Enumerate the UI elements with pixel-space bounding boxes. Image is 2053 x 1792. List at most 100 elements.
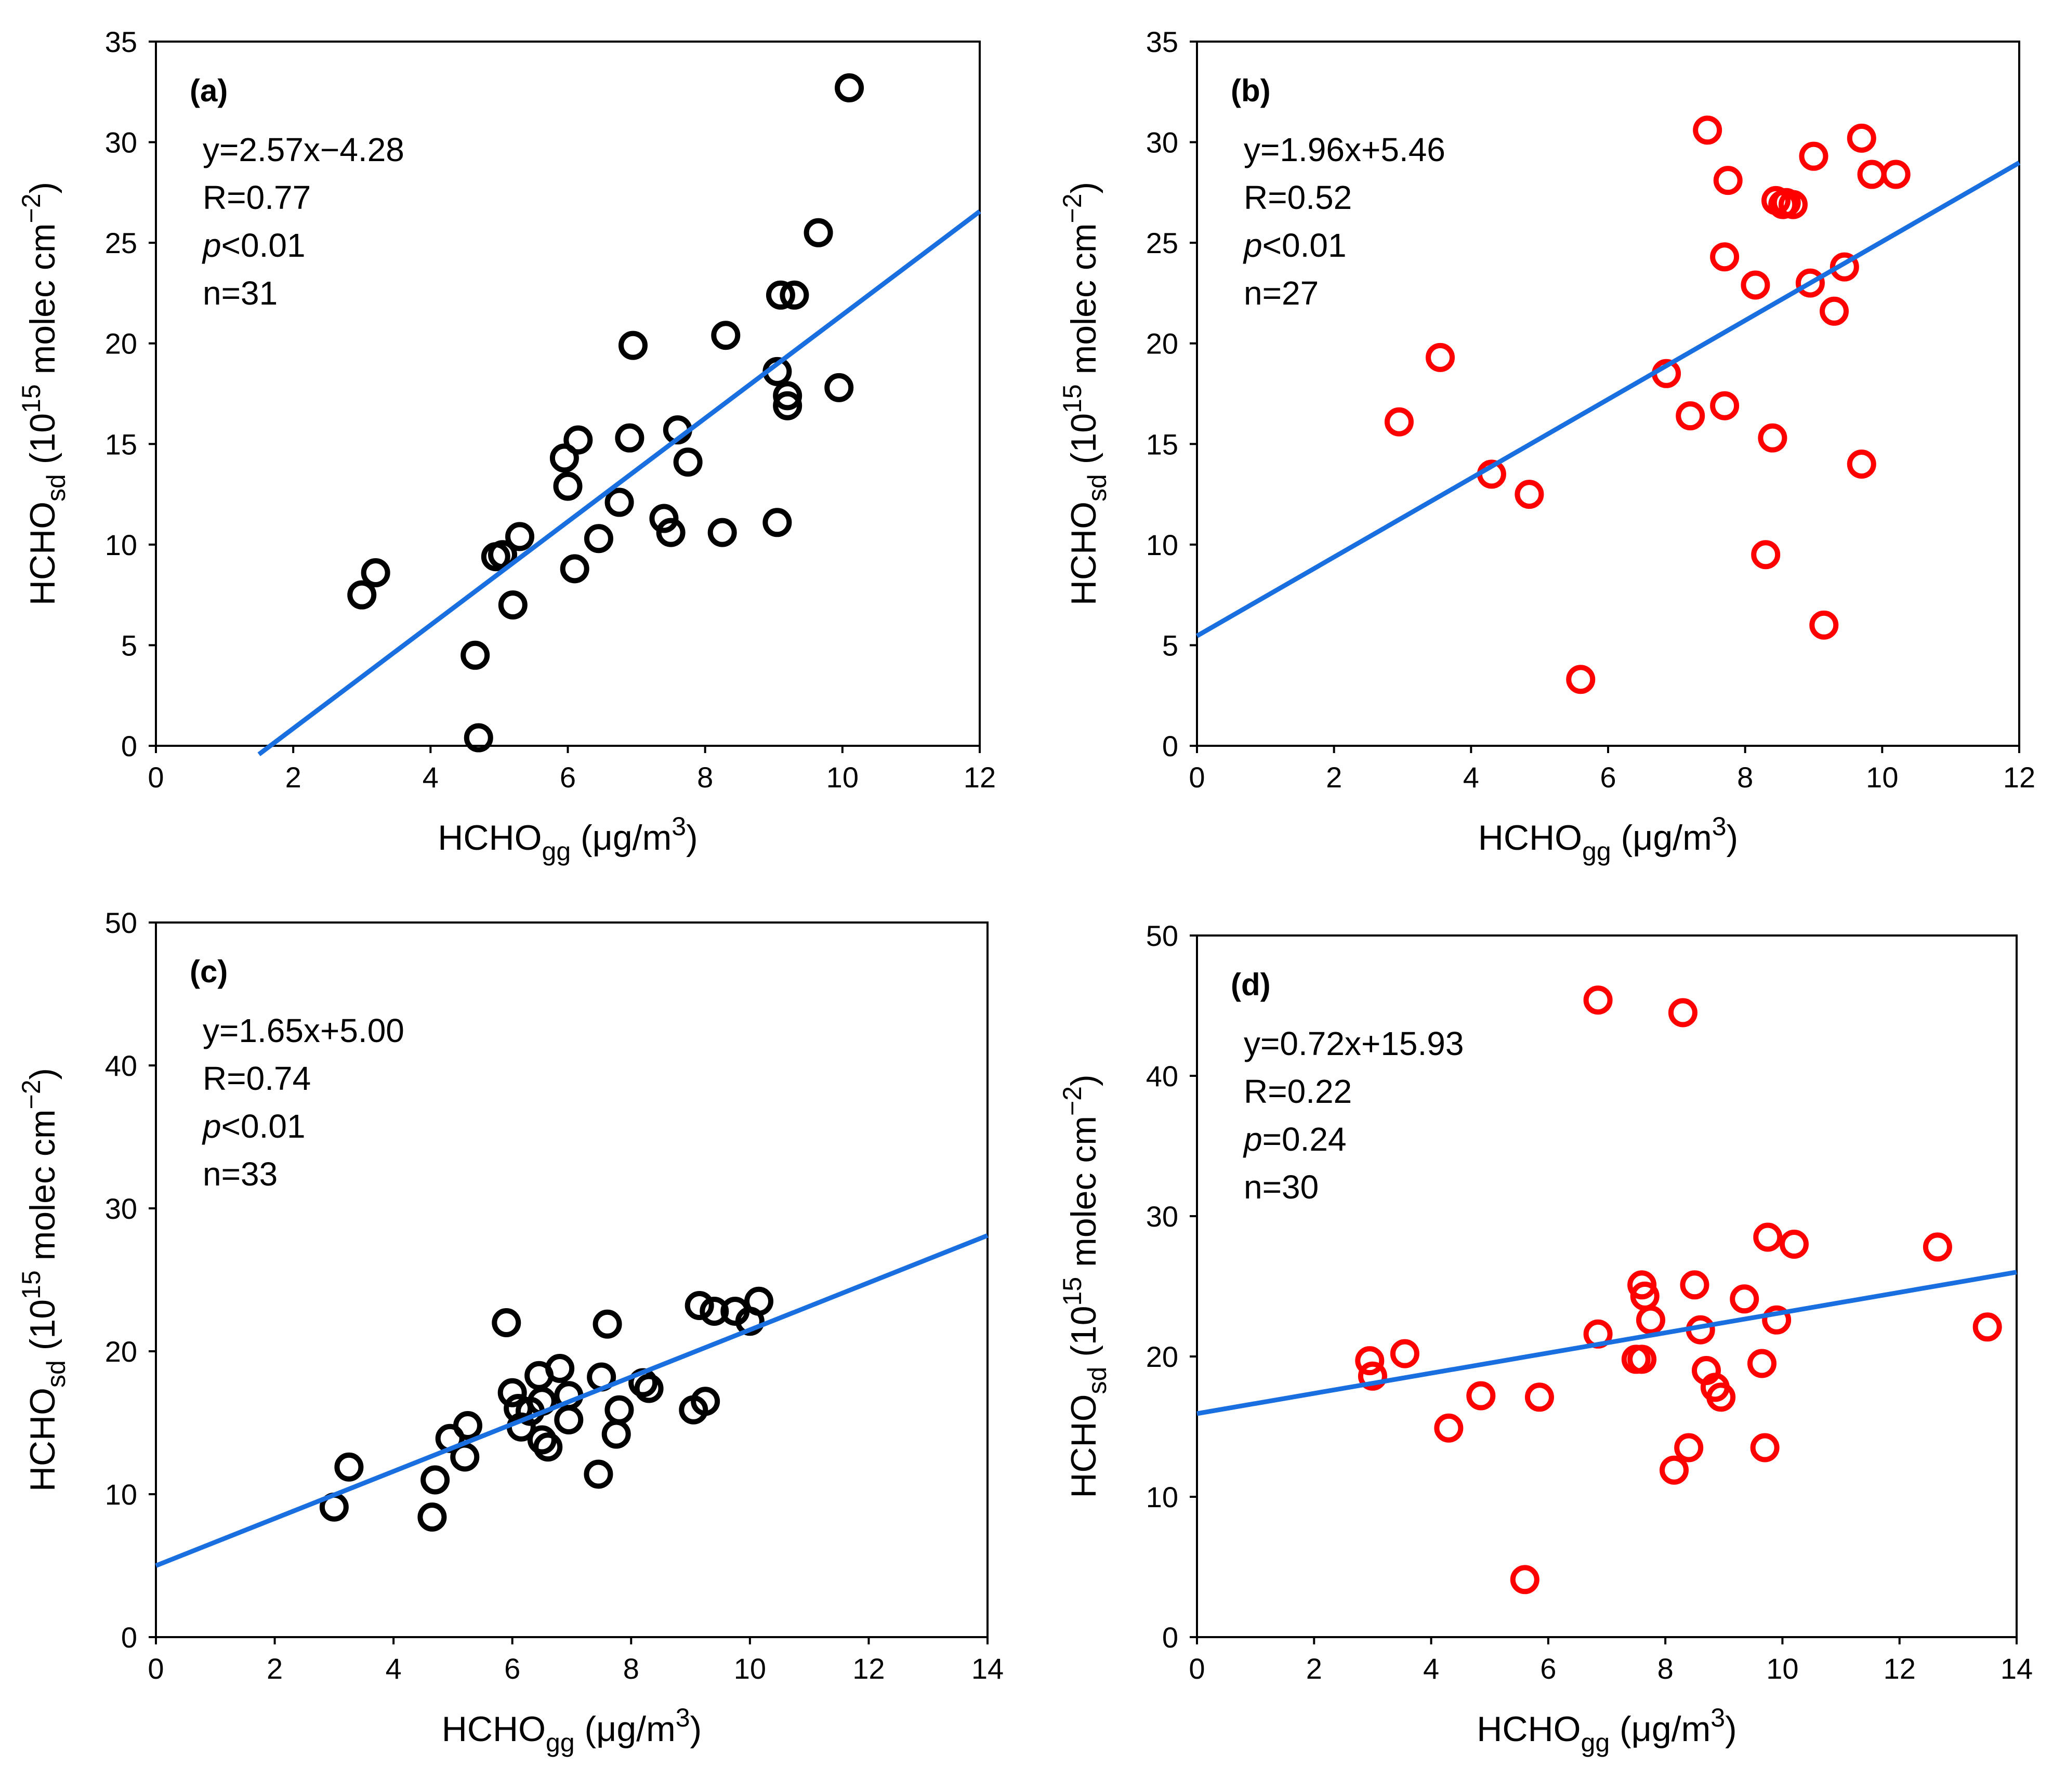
data-point: [1384, 407, 1414, 437]
regression-equation: y=1.96x+5.46: [1244, 131, 1445, 168]
x-tick-label: 10: [734, 1652, 766, 1685]
regression-equation: y=1.65x+5.00: [203, 1012, 404, 1049]
data-point: [498, 590, 528, 620]
y-tick-label: 25: [1146, 227, 1178, 259]
data-point: [417, 1503, 447, 1532]
x-tick-label: 10: [1766, 1652, 1798, 1685]
data-point: [1706, 1382, 1736, 1412]
data-point: [1358, 1361, 1387, 1391]
y-tick-label: 10: [105, 529, 137, 561]
data-point: [1730, 1284, 1759, 1314]
data-point: [560, 554, 589, 584]
data-point: [1636, 1305, 1665, 1335]
y-tick-label: 40: [105, 1049, 137, 1082]
data-point: [1847, 450, 1876, 479]
data-point: [707, 518, 737, 547]
y-tick-label: 0: [121, 1621, 137, 1654]
data-point: [649, 504, 679, 533]
data-point: [549, 443, 579, 473]
correlation-r: R=0.22: [1244, 1073, 1352, 1110]
data-point: [673, 447, 703, 477]
data-point: [481, 542, 510, 572]
x-tick-label: 6: [560, 761, 576, 794]
x-tick-label: 2: [285, 761, 301, 794]
x-tick-label: 8: [1737, 761, 1753, 794]
data-point: [700, 1297, 729, 1326]
data-point: [1923, 1232, 1952, 1262]
data-point: [1710, 242, 1740, 272]
y-tick-label: 20: [1146, 1340, 1178, 1373]
regression-equation: y=2.57x−4.28: [203, 131, 404, 168]
correlation-r: R=0.74: [203, 1060, 311, 1097]
data-point: [604, 1395, 634, 1425]
data-point: [1524, 1382, 1554, 1412]
data-point: [1660, 1455, 1689, 1485]
panel-label: (a): [190, 73, 228, 108]
data-point: [1355, 1346, 1385, 1376]
data-point: [1799, 141, 1828, 171]
data-point: [527, 1425, 557, 1455]
regression-line: [155, 1233, 989, 1568]
y-tick-label: 15: [105, 428, 137, 460]
panel-a: 0 2 4 6 8 10 12 0 5 10 15 20 25 30 35 HCHOgg (μg/m3) HCH…: [17, 25, 996, 866]
y-tick-label: 5: [1162, 629, 1178, 662]
y-tick-label: 30: [1146, 126, 1178, 159]
x-tick-label: 12: [1884, 1652, 1916, 1685]
data-point: [1762, 1305, 1792, 1335]
data-point: [615, 423, 644, 453]
data-point: [584, 1459, 613, 1489]
correlation-r: R=0.77: [203, 179, 311, 216]
y-tick-label: 35: [105, 25, 137, 58]
regression-equation: y=0.72x+15.93: [1244, 1025, 1464, 1062]
y-tick-label: 10: [1146, 529, 1178, 561]
data-point: [584, 524, 613, 554]
y-tick-label: 10: [105, 1478, 137, 1511]
y-tick-label: 50: [1146, 919, 1178, 952]
x-tick-label: 8: [697, 761, 713, 794]
x-tick-label: 8: [1657, 1652, 1674, 1685]
data-point: [773, 391, 802, 420]
panel-c: 0 2 4 6 8 10 12 14 0 10 20 30 40 50 HCHOgg (μg/m3) HCHO…: [17, 906, 1004, 1757]
data-point: [1566, 665, 1596, 694]
y-tick-label: 30: [105, 126, 137, 159]
data-point: [1779, 1230, 1809, 1259]
x-tick-label: 14: [971, 1652, 1004, 1685]
p-value: p<0.01: [202, 1108, 306, 1145]
x-tick-label: 6: [1600, 761, 1616, 794]
y-tick-label: 30: [1146, 1200, 1178, 1233]
y-tick-label: 20: [105, 1335, 137, 1368]
data-point: [1972, 1312, 2002, 1342]
regression-line: [1195, 161, 2021, 638]
data-point: [1674, 1433, 1704, 1462]
regression-line: [1196, 1270, 2017, 1416]
data-point: [361, 558, 390, 588]
data-point: [679, 1395, 708, 1425]
x-axis-title: HCHOgg (μg/m3): [442, 1703, 702, 1757]
data-point: [1680, 1270, 1709, 1300]
y-axis-title: HCHOsd (1015 molec cm−2): [17, 1068, 71, 1492]
data-point: [347, 580, 377, 610]
data-point: [420, 1465, 450, 1495]
data-point: [1741, 270, 1770, 300]
y-tick-label: 30: [105, 1192, 137, 1225]
data-point: [711, 321, 741, 350]
x-axis-title: HCHOgg (μg/m3): [1477, 1703, 1736, 1757]
y-tick-label: 10: [1146, 1481, 1178, 1513]
data-point: [1771, 188, 1801, 217]
x-tick-label: 14: [2001, 1652, 2033, 1685]
data-point: [563, 425, 593, 455]
sample-count: n=30: [1244, 1168, 1319, 1206]
data-point: [835, 73, 864, 103]
data-point: [1668, 998, 1697, 1027]
data-point: [554, 1405, 584, 1434]
panel-d: 0 2 4 6 8 10 12 14 0 10 20 30 40 50 HCHOgg (μg/m3) HCHO…: [1058, 919, 2033, 1757]
x-tick-label: 4: [1423, 1652, 1439, 1685]
y-tick-label: 20: [1146, 327, 1178, 360]
y-tick-label: 50: [105, 906, 137, 939]
data-point: [1751, 540, 1781, 570]
data-point: [685, 1291, 714, 1320]
y-tick-label: 0: [1162, 1621, 1178, 1654]
data-point: [1676, 401, 1705, 431]
data-point: [601, 1419, 631, 1449]
plot-frame: [1196, 934, 2018, 1638]
